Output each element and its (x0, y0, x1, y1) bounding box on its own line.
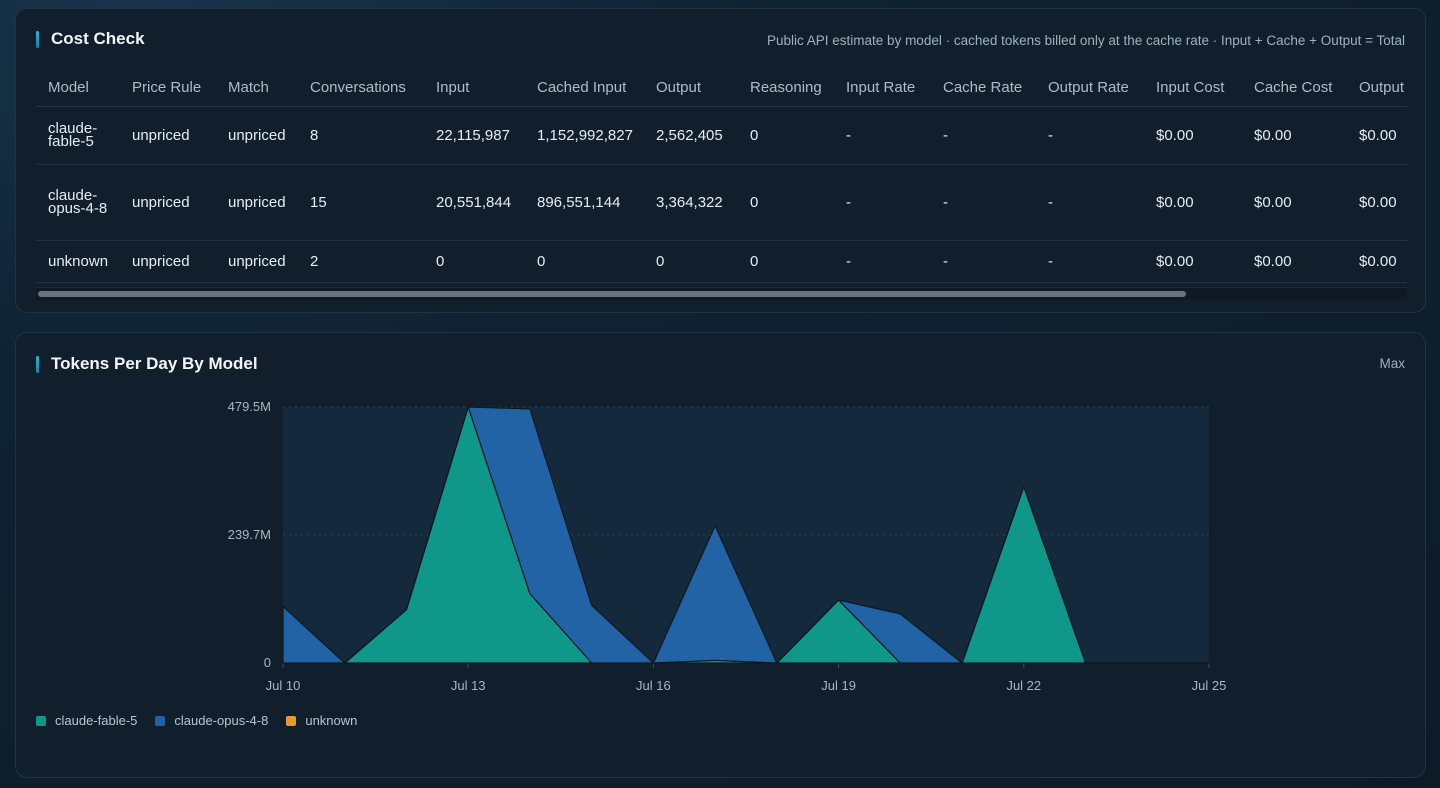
cache-cost-cell: $0.00 (1242, 106, 1347, 165)
input-rate-cell: - (834, 240, 931, 283)
column-header[interactable]: Reasoning (738, 69, 834, 107)
cost-check-title: Cost Check (36, 29, 145, 49)
y-tick-label: 239.7M (228, 527, 271, 542)
column-header[interactable]: Output (1347, 69, 1407, 107)
column-header[interactable]: Input Rate (834, 69, 931, 107)
output-cost-cell: $0.00 (1347, 164, 1407, 241)
x-tick-label: Jul 13 (451, 678, 486, 693)
output-cost-cell: $0.00 (1347, 106, 1407, 165)
cache-rate-cell: - (931, 240, 1036, 283)
input-cost-cell: $0.00 (1144, 164, 1242, 241)
title-accent-bar (36, 30, 39, 48)
column-header[interactable]: Input (424, 69, 525, 107)
chart-legend: claude-fable-5 claude-opus-4-8 unknown (36, 713, 375, 728)
legend-swatch (155, 715, 166, 726)
column-header[interactable]: Cached Input (525, 69, 644, 107)
cost-table-scroll-area[interactable]: Model Price Rule Match Conversations Inp… (36, 69, 1407, 294)
output-rate-cell: - (1036, 240, 1144, 283)
input-cost-cell: $0.00 (1144, 106, 1242, 165)
input-cell: 22,115,987 (424, 106, 525, 165)
output-cell: 0 (644, 240, 738, 283)
tokens-per-day-title-text: Tokens Per Day By Model (51, 354, 258, 373)
model-cell: unknown (36, 240, 120, 283)
table-header-row: Model Price Rule Match Conversations Inp… (36, 69, 1407, 107)
x-tick-label: Jul 10 (266, 678, 301, 693)
output-rate-cell: - (1036, 106, 1144, 165)
cache-rate-cell: - (931, 164, 1036, 241)
output-cell: 2,562,405 (644, 106, 738, 165)
column-header[interactable]: Output Rate (1036, 69, 1144, 107)
x-tick-label: Jul 25 (1192, 678, 1227, 693)
cost-check-panel: Cost Check Public API estimate by model … (15, 8, 1426, 313)
cache-rate-cell: - (931, 106, 1036, 165)
cache-cost-cell: $0.00 (1242, 164, 1347, 241)
table-row: unknown unpriced unpriced 2 0 0 0 0 - - … (36, 240, 1407, 283)
model-cell: claude-opus-4-8 (36, 164, 120, 241)
area-series-claude-opus-4-8 (282, 406, 1210, 664)
model-cell: claude-fable-5 (36, 106, 120, 165)
input-cost-cell: $0.00 (1144, 240, 1242, 283)
match-cell: unpriced (216, 164, 298, 241)
legend-label: unknown (305, 713, 358, 728)
column-header[interactable]: Input Cost (1144, 69, 1242, 107)
input-cell: 0 (424, 240, 525, 283)
tokens-chart: 0 239.7M 479.5M Jul 10 Jul 13 Jul 16 Jul 19 Jul… (228, 399, 1227, 693)
cached-input-cell: 0 (525, 240, 644, 283)
reasoning-cell: 0 (738, 164, 834, 241)
legend-item-claude-opus-4-8[interactable]: claude-opus-4-8 (155, 713, 268, 728)
column-header[interactable]: Conversations (298, 69, 424, 107)
price-rule-cell: unpriced (120, 164, 216, 241)
output-cell: 3,364,322 (644, 164, 738, 241)
cached-input-cell: 896,551,144 (525, 164, 644, 241)
y-tick-label: 0 (264, 655, 271, 670)
legend-swatch (36, 715, 46, 726)
x-tick-label: Jul 16 (636, 678, 671, 693)
cache-cost-cell: $0.00 (1242, 240, 1347, 283)
input-rate-cell: - (834, 164, 931, 241)
reasoning-cell: 0 (738, 240, 834, 283)
tokens-per-day-panel: 0 239.7M 479.5M Jul 10 Jul 13 Jul 16 Jul 19 Jul… (15, 332, 1426, 778)
y-tick-label: 479.5M (228, 399, 271, 414)
scale-mode-toggle[interactable]: Max (1379, 356, 1405, 371)
title-accent-bar (36, 355, 39, 373)
scrollbar-thumb[interactable] (38, 291, 1186, 297)
table-row: claude-fable-5 unpriced unpriced 8 22,11… (36, 106, 1407, 165)
x-tick-label: Jul 22 (1006, 678, 1041, 693)
column-header[interactable]: Match (216, 69, 298, 107)
input-cell: 20,551,844 (424, 164, 525, 241)
match-cell: unpriced (216, 240, 298, 283)
x-tick-label: Jul 19 (821, 678, 856, 693)
legend-item-claude-fable-5[interactable]: claude-fable-5 (36, 713, 137, 728)
horizontal-scrollbar[interactable] (36, 287, 1407, 300)
price-rule-cell: unpriced (120, 240, 216, 283)
column-header[interactable]: Cache Rate (931, 69, 1036, 107)
legend-item-unknown[interactable]: unknown (286, 713, 357, 728)
tokens-per-day-title: Tokens Per Day By Model (36, 354, 258, 374)
column-header[interactable]: Model (36, 69, 120, 107)
cost-table: Model Price Rule Match Conversations Inp… (36, 69, 1407, 283)
conversations-cell: 8 (298, 106, 424, 165)
cost-check-note: Public API estimate by model · cached to… (767, 33, 1405, 48)
reasoning-cell: 0 (738, 106, 834, 165)
legend-swatch (286, 715, 297, 726)
conversations-cell: 2 (298, 240, 424, 283)
output-cost-cell: $0.00 (1347, 240, 1407, 283)
cost-check-title-text: Cost Check (51, 29, 145, 48)
legend-label: claude-fable-5 (55, 713, 138, 728)
legend-label: claude-opus-4-8 (174, 713, 269, 728)
input-rate-cell: - (834, 106, 931, 165)
column-header[interactable]: Cache Cost (1242, 69, 1347, 107)
column-header[interactable]: Output (644, 69, 738, 107)
table-row: claude-opus-4-8 unpriced unpriced 15 20,… (36, 164, 1407, 241)
match-cell: unpriced (216, 106, 298, 165)
conversations-cell: 15 (298, 164, 424, 241)
cached-input-cell: 1,152,992,827 (525, 106, 644, 165)
column-header[interactable]: Price Rule (120, 69, 216, 107)
output-rate-cell: - (1036, 164, 1144, 241)
price-rule-cell: unpriced (120, 106, 216, 165)
